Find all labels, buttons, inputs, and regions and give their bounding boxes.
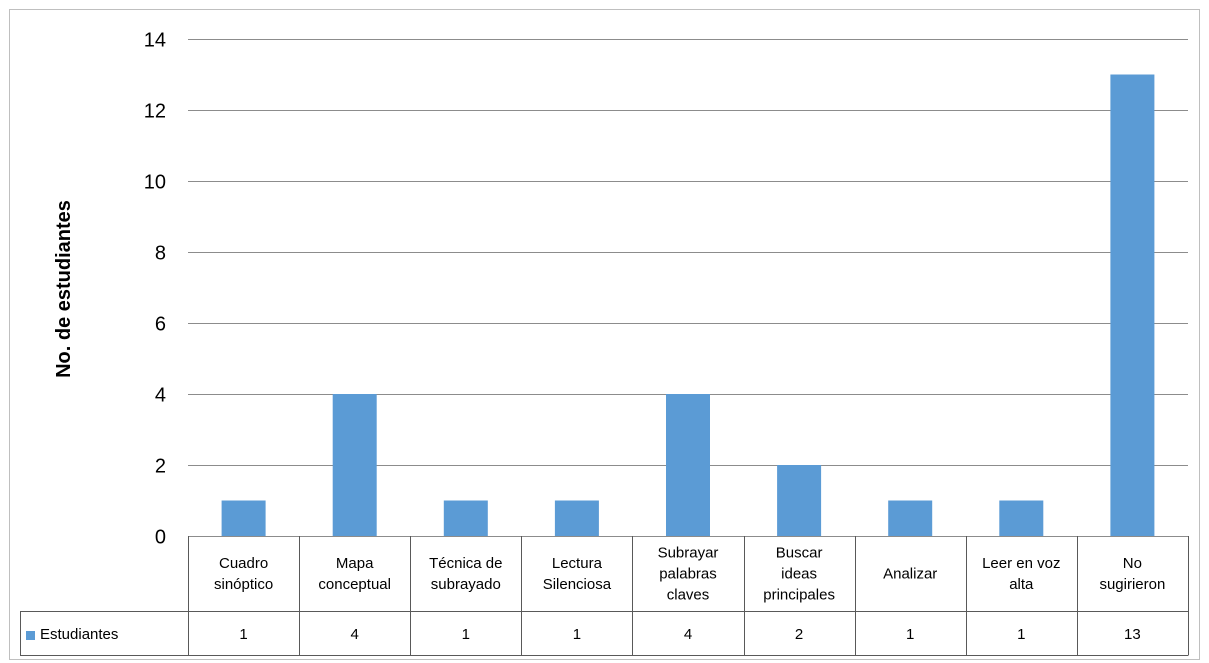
category-label: Analizar	[883, 566, 937, 583]
data-label: 1	[906, 626, 914, 643]
data-label: 1	[462, 626, 470, 643]
data-label: 1	[239, 626, 247, 643]
bar	[443, 500, 488, 536]
data-table: Cuadro sinóptico Mapa conceptual Técnica de s…	[20, 536, 1189, 656]
y-tick-label: 8	[155, 243, 166, 265]
bar	[332, 394, 377, 536]
bar	[1110, 74, 1155, 536]
y-tick-label: 14	[144, 30, 166, 52]
bar	[221, 500, 266, 536]
y-tick-label: 12	[144, 101, 166, 123]
category-label: No sugirieron	[1099, 555, 1165, 593]
data-label: 4	[684, 626, 692, 643]
y-tick-label: 6	[155, 314, 166, 336]
data-label: 1	[1017, 626, 1025, 643]
bars	[221, 74, 1155, 536]
y-tick-label: 2	[155, 456, 166, 478]
legend-swatch	[26, 631, 35, 640]
data-label: 13	[1124, 626, 1141, 643]
category-label: Buscar ideas principales	[763, 545, 835, 604]
bar	[554, 500, 599, 536]
y-tick-label: 10	[144, 172, 166, 194]
category-label: Mapa conceptual	[318, 555, 391, 593]
legend-label: Estudiantes	[40, 626, 118, 643]
category-label: Subrayar palabras claves	[658, 545, 719, 604]
bar	[888, 500, 933, 536]
data-label: 1	[573, 626, 581, 643]
bar	[777, 465, 822, 536]
y-tick-label: 0	[155, 527, 166, 549]
category-label: Técnica de subrayado	[429, 555, 502, 593]
y-tick-labels: 0 2 4 6 8 10 12 14	[144, 30, 166, 549]
y-axis-label: No. de estudiantes	[53, 200, 75, 378]
category-label: Leer en voz alta	[982, 555, 1060, 593]
data-label: 2	[795, 626, 803, 643]
bar	[999, 500, 1044, 536]
category-label: Lectura Silenciosa	[543, 555, 612, 593]
bar	[666, 394, 710, 536]
data-label: 4	[351, 626, 359, 643]
y-tick-label: 4	[155, 385, 166, 407]
chart-frame	[9, 9, 1200, 660]
gridlines	[188, 39, 1188, 537]
category-label: Cuadro sinóptico	[214, 555, 273, 593]
